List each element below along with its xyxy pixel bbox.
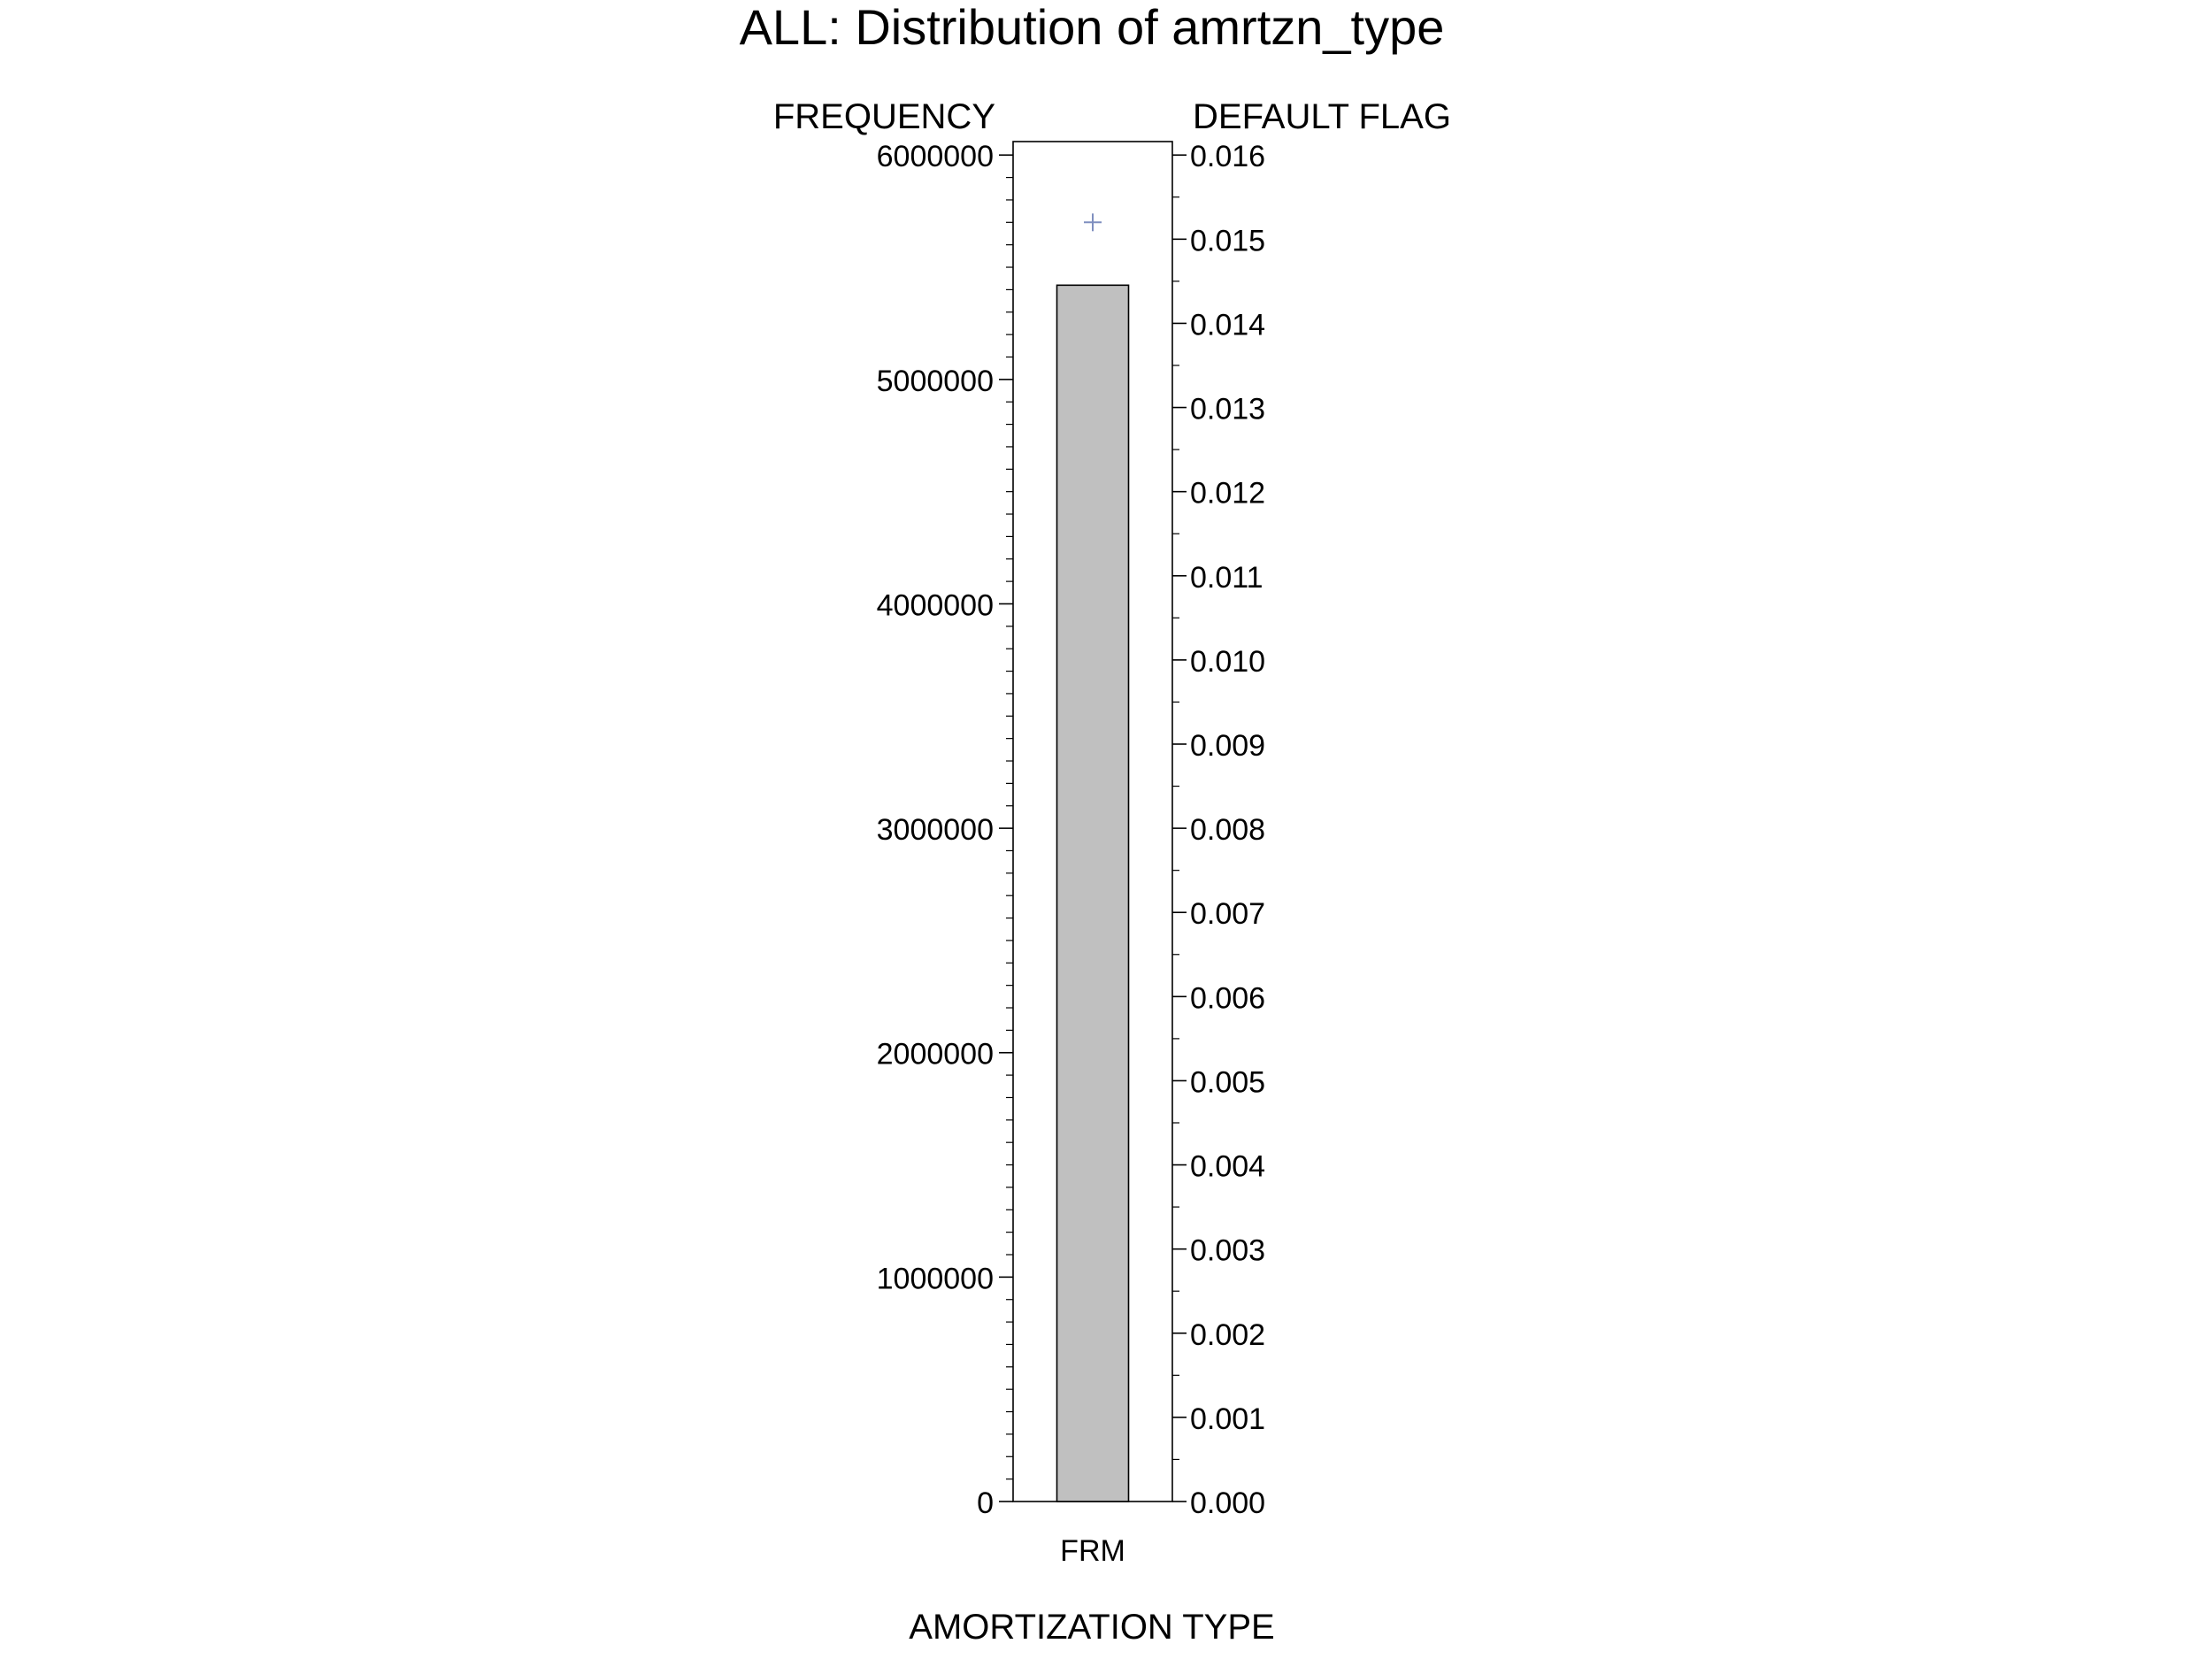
left-tick-label: 4000000	[877, 588, 994, 622]
right-tick-label: 0.007	[1190, 897, 1265, 931]
left-axis-title: FREQUENCY	[773, 97, 995, 136]
right-tick-label: 0.002	[1190, 1318, 1265, 1352]
right-tick-label: 0.009	[1190, 729, 1265, 763]
right-tick-label: 0.016	[1190, 140, 1265, 173]
right-axis-title: DEFAULT FLAG	[1193, 97, 1451, 136]
x-axis-title: AMORTIZATION TYPE	[909, 1608, 1274, 1647]
right-tick-label: 0.005	[1190, 1065, 1265, 1099]
left-tick-label: 5000000	[877, 365, 994, 398]
default-flag-marker	[1084, 213, 1102, 232]
right-tick-label: 0.001	[1190, 1402, 1265, 1436]
right-tick-label: 0.000	[1190, 1486, 1265, 1520]
right-tick-label: 0.014	[1190, 308, 1265, 342]
left-tick-label: 1000000	[877, 1262, 994, 1295]
chart-title: ALL: Distribution of amrtzn_type	[740, 0, 1445, 55]
left-tick-label: 6000000	[877, 140, 994, 173]
left-tick-label: 2000000	[877, 1038, 994, 1071]
right-tick-label: 0.011	[1190, 561, 1263, 595]
right-tick-label: 0.006	[1190, 981, 1265, 1015]
left-tick-label: 3000000	[877, 813, 994, 847]
frequency-bar	[1056, 284, 1130, 1502]
right-tick-label: 0.012	[1190, 477, 1265, 511]
right-tick-label: 0.004	[1190, 1150, 1265, 1184]
right-tick-label: 0.015	[1190, 224, 1265, 257]
right-tick-label: 0.003	[1190, 1234, 1265, 1268]
right-tick-label: 0.008	[1190, 813, 1265, 847]
right-tick-label: 0.013	[1190, 393, 1265, 426]
right-tick-label: 0.010	[1190, 645, 1265, 679]
x-tick-label: FRM	[1060, 1534, 1125, 1568]
left-tick-label: 0	[977, 1486, 994, 1520]
